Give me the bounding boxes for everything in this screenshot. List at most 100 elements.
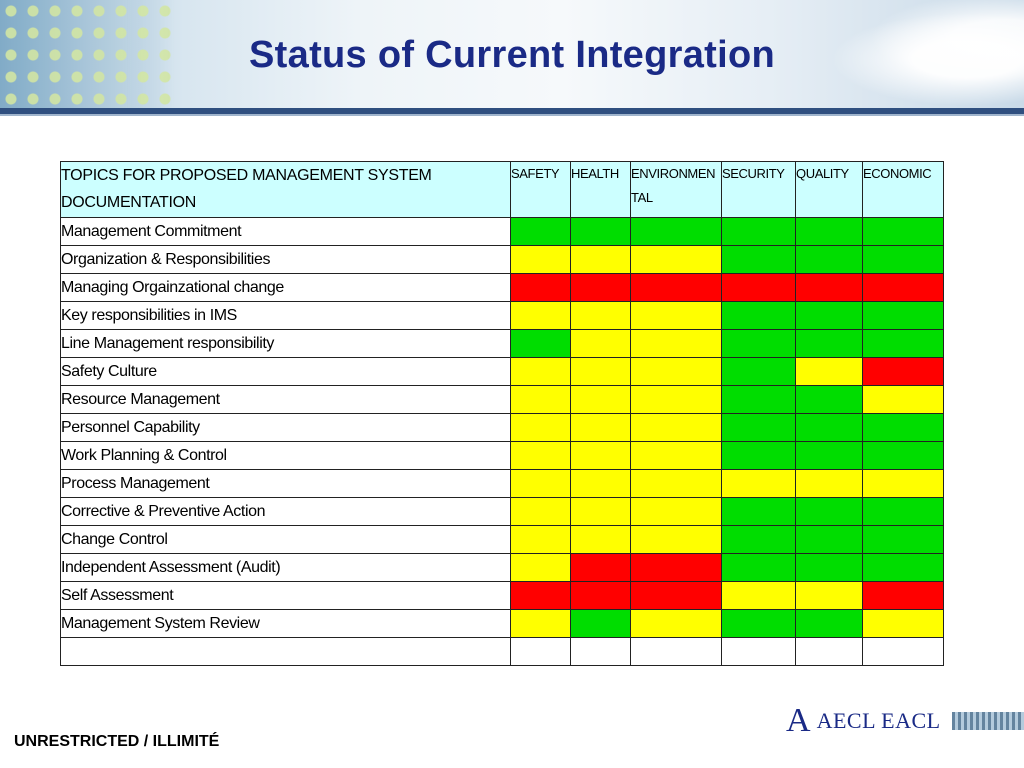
table-body: Management Commitment Organization & Resp… [60,217,944,666]
status-cell-yellow [510,441,571,470]
header-cloud-decoration [794,0,1024,108]
column-header-quality: QUALITY [795,161,863,218]
aecl-logo: A AECL EACL [786,704,941,738]
status-cell-red [630,581,722,610]
status-cell-white [570,637,631,666]
slide-title: Status of Current Integration [249,34,775,76]
table-row: Key responsibilities in IMS [60,301,944,330]
integration-status-table: TOPICS FOR PROPOSED MANAGEMENT SYSTEM DO… [60,161,944,666]
status-cell-green [721,609,796,638]
status-cell-red [570,581,631,610]
status-cell-red [795,273,863,302]
status-cell-red [630,273,722,302]
table-row: Self Assessment [60,581,944,610]
logo-stripe-decoration [952,712,1024,730]
row-topic-label: Management Commitment [60,217,511,246]
row-topic-label: Work Planning & Control [60,441,511,470]
status-cell-white [862,637,944,666]
row-topic-label: Independent Assessment (Audit) [60,553,511,582]
status-cell-green [795,441,863,470]
status-cell-green [862,301,944,330]
status-cell-red [570,273,631,302]
status-cell-green [721,413,796,442]
status-cell-green [510,329,571,358]
column-header-safety: SAFETY [510,161,571,218]
header-divider [0,108,1024,114]
column-header-security: SECURITY [721,161,796,218]
row-topic-label: Management System Review [60,609,511,638]
status-cell-green [795,245,863,274]
status-cell-green [862,497,944,526]
table-row: Management System Review [60,609,944,638]
status-cell-green [795,385,863,414]
status-cell-green [721,553,796,582]
status-cell-red [570,553,631,582]
row-topic-label: Personnel Capability [60,413,511,442]
row-topic-label: Resource Management [60,385,511,414]
table-row: Resource Management [60,385,944,414]
status-cell-yellow [630,609,722,638]
status-cell-yellow [510,357,571,386]
status-cell-green [862,245,944,274]
status-cell-yellow [630,525,722,554]
status-cell-green [795,525,863,554]
status-cell-green [795,329,863,358]
status-cell-yellow [510,301,571,330]
status-cell-yellow [630,413,722,442]
status-cell-green [721,217,796,246]
status-cell-white [795,637,863,666]
status-cell-yellow [630,301,722,330]
status-cell-yellow [570,245,631,274]
status-cell-yellow [510,497,571,526]
status-cell-yellow [630,329,722,358]
status-cell-yellow [630,441,722,470]
table-row: Process Management [60,469,944,498]
status-cell-green [795,301,863,330]
table-row: Work Planning & Control [60,441,944,470]
status-cell-yellow [570,497,631,526]
row-topic-label: Safety Culture [60,357,511,386]
row-topic-label: Change Control [60,525,511,554]
status-cell-yellow [510,413,571,442]
status-cell-green [795,217,863,246]
status-cell-green [721,357,796,386]
status-cell-yellow [862,385,944,414]
table-row: Personnel Capability [60,413,944,442]
status-cell-yellow [721,581,796,610]
row-topic-label: Key responsibilities in IMS [60,301,511,330]
status-cell-yellow [570,385,631,414]
status-cell-yellow [570,441,631,470]
status-cell-green [570,609,631,638]
table-row: Line Management responsibility [60,329,944,358]
status-cell-green [795,553,863,582]
status-cell-white [630,637,722,666]
status-cell-green [721,525,796,554]
status-cell-yellow [795,357,863,386]
status-cell-red [510,273,571,302]
topic-column-header: TOPICS FOR PROPOSED MANAGEMENT SYSTEM DO… [60,161,511,218]
status-cell-yellow [630,469,722,498]
status-cell-green [795,497,863,526]
status-cell-green [862,441,944,470]
row-topic-label: Self Assessment [60,581,511,610]
status-cell-yellow [510,609,571,638]
status-cell-red [510,581,571,610]
column-header-environmental: ENVIRONMENTAL [630,161,722,218]
status-cell-yellow [570,301,631,330]
status-cell-yellow [570,525,631,554]
status-cell-yellow [630,385,722,414]
status-cell-green [862,525,944,554]
status-cell-green [721,301,796,330]
status-cell-red [862,357,944,386]
status-cell-green [721,245,796,274]
status-cell-yellow [510,245,571,274]
table-row [60,637,944,666]
status-cell-yellow [721,469,796,498]
status-cell-white [510,637,571,666]
header-decoration [0,0,175,108]
table-row: Managing Orgainzational change [60,273,944,302]
status-cell-yellow [795,469,863,498]
status-cell-green [862,413,944,442]
header-divider-light [0,114,1024,116]
table-header-row: TOPICS FOR PROPOSED MANAGEMENT SYSTEM DO… [60,161,944,218]
